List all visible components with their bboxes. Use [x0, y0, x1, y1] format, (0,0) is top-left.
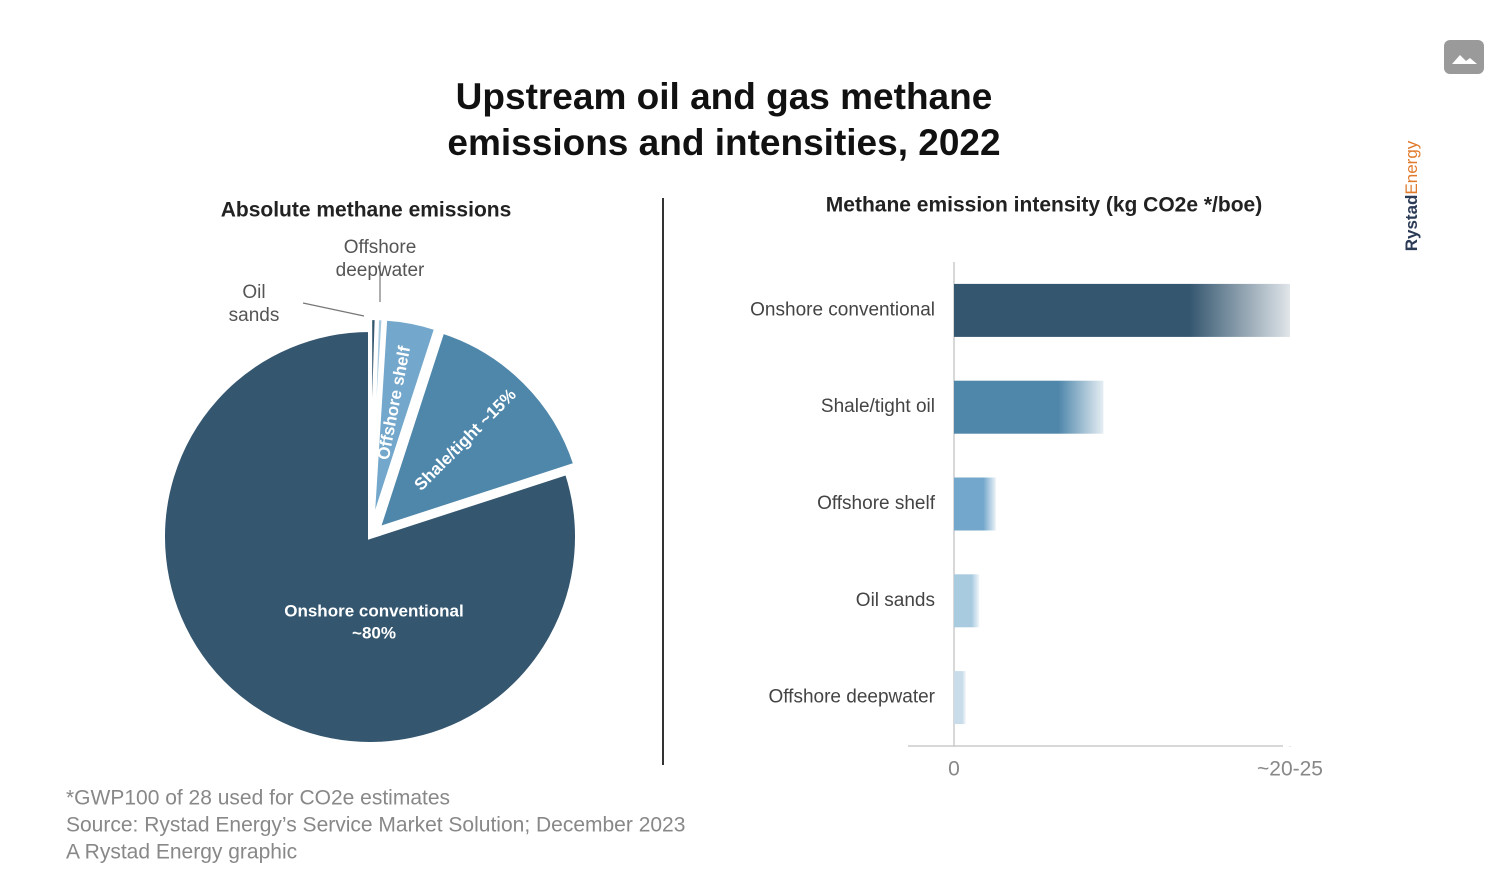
pie-slice	[370, 316, 439, 526]
slice-outside-label: Oil sands	[228, 282, 280, 326]
pie-title: Absolute methane emissions	[221, 199, 512, 222]
brand: RystadEnergy	[1402, 140, 1421, 251]
leader-line	[302, 302, 365, 317]
pie-slice	[375, 329, 578, 532]
bar-title: Methane emission intensity (kg CO2e */bo…	[826, 194, 1262, 217]
image-icon[interactable]	[1444, 40, 1484, 74]
x-tick-label: 0	[948, 758, 960, 781]
slice-label: Onshore conventional	[284, 601, 463, 620]
category-label: Oil sands	[856, 590, 935, 611]
bar	[954, 671, 966, 725]
title: Upstream oil and gas methane emissions a…	[447, 76, 1001, 163]
category-label: Offshore deepwater	[768, 687, 935, 708]
footnote: *GWP100 of 28 used for CO2e estimates	[66, 787, 450, 810]
pie-slice	[161, 327, 579, 746]
footnote: A Rystad Energy graphic	[66, 841, 297, 864]
bar	[954, 574, 980, 628]
slice-outside-label: Offshore deepwater	[335, 237, 425, 281]
bar	[954, 283, 1290, 337]
category-label: Offshore shelf	[817, 493, 936, 514]
image-icon-glyph	[1452, 55, 1477, 64]
slice-value-label: ~80%	[352, 623, 396, 642]
x-tick-label: ~20-25	[1257, 758, 1323, 781]
bar	[954, 477, 996, 531]
footnote: Source: Rystad Energy’s Service Market S…	[66, 814, 685, 837]
category-label: Onshore conventional	[750, 299, 935, 320]
bar	[954, 380, 1104, 434]
category-label: Shale/tight oil	[821, 396, 935, 417]
